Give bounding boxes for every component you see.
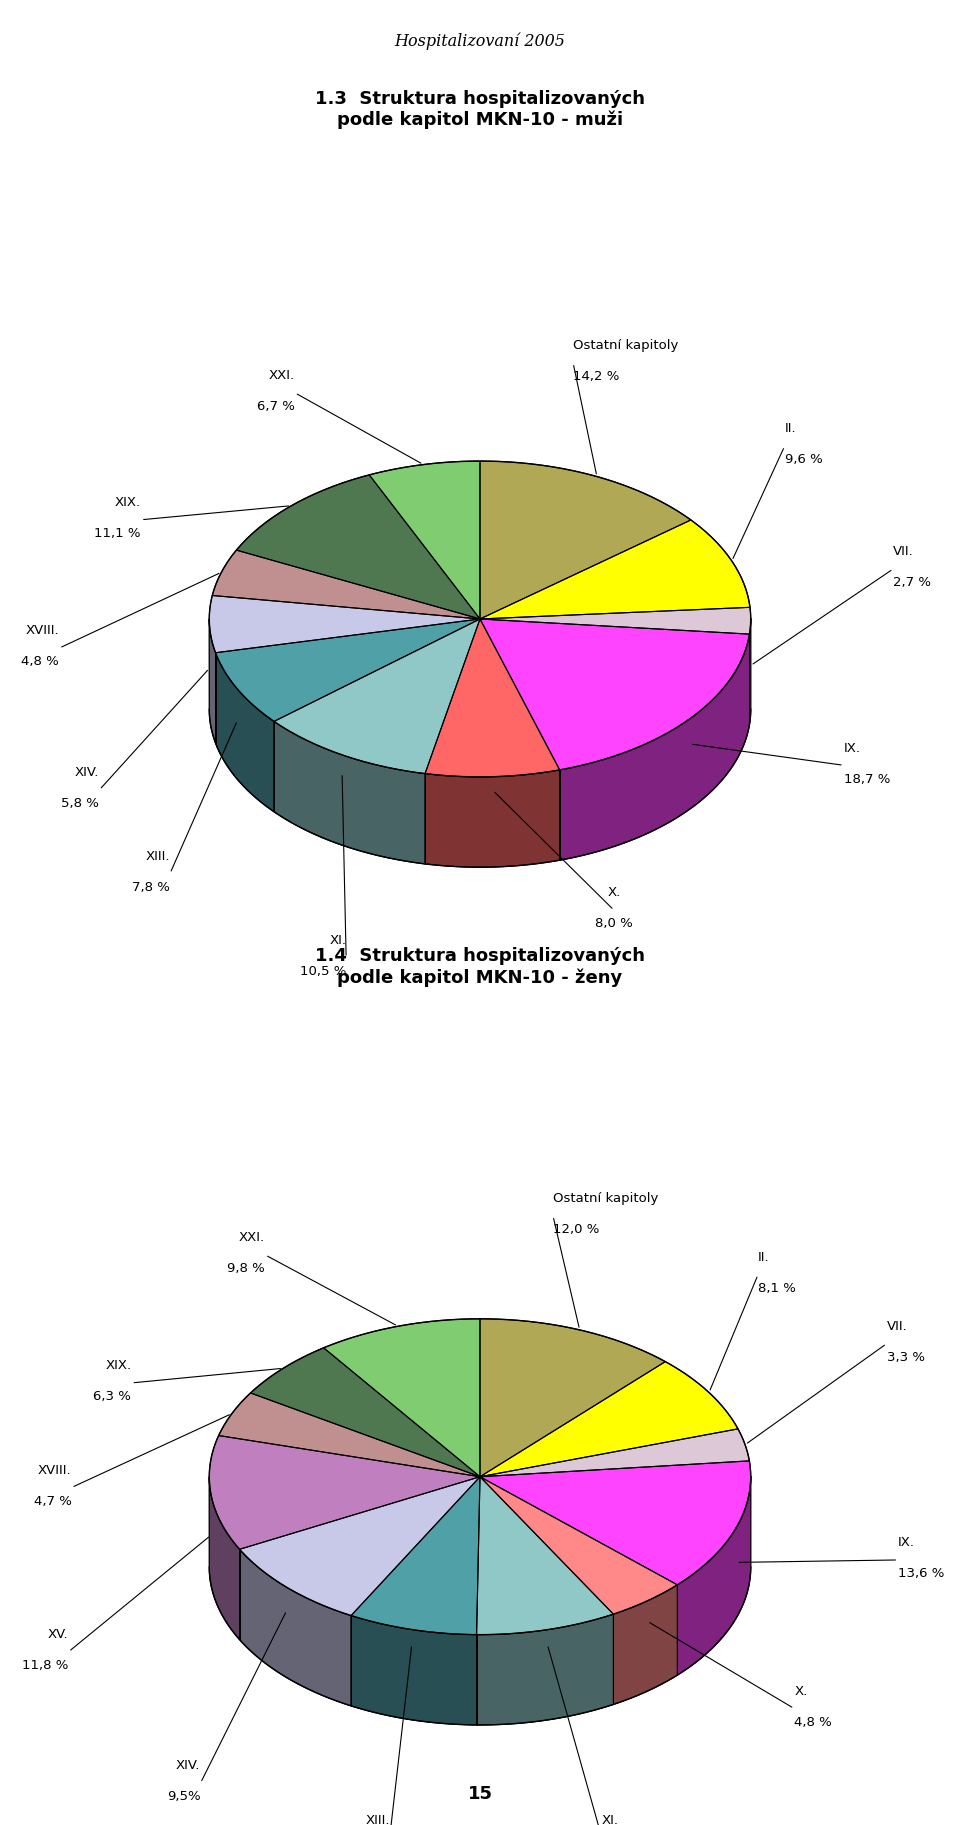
Text: II.: II. [758, 1250, 770, 1263]
Text: 6,7 %: 6,7 % [257, 400, 295, 412]
Text: 14,2 %: 14,2 % [573, 370, 619, 383]
Polygon shape [240, 1549, 351, 1706]
Polygon shape [209, 1476, 240, 1639]
Text: 15: 15 [468, 1785, 492, 1803]
Text: 4,8 %: 4,8 % [21, 655, 60, 668]
Polygon shape [476, 1613, 613, 1725]
Polygon shape [678, 1476, 751, 1675]
Polygon shape [240, 1476, 480, 1615]
Text: XI.: XI. [329, 934, 347, 947]
Text: XVIII.: XVIII. [37, 1464, 71, 1476]
Text: XVIII.: XVIII. [26, 624, 60, 637]
Text: 18,7 %: 18,7 % [844, 772, 890, 785]
Text: XV.: XV. [48, 1628, 68, 1641]
Polygon shape [560, 633, 750, 860]
Text: XXI.: XXI. [239, 1232, 265, 1245]
Polygon shape [480, 1429, 750, 1476]
Text: 12,0 %: 12,0 % [553, 1223, 599, 1236]
Polygon shape [476, 1476, 613, 1635]
Text: IX.: IX. [899, 1537, 915, 1549]
Text: IX.: IX. [844, 741, 861, 754]
Text: XIII.: XIII. [146, 850, 170, 863]
Text: 1.3  Struktura hospitalizovaných
podle kapitol MKN-10 - muži: 1.3 Struktura hospitalizovaných podle ka… [315, 89, 645, 130]
Text: 8,0 %: 8,0 % [595, 918, 633, 931]
Polygon shape [480, 619, 750, 770]
Text: XIX.: XIX. [106, 1360, 132, 1372]
Polygon shape [274, 619, 480, 774]
Polygon shape [209, 595, 480, 653]
Text: 1.4  Struktura hospitalizovaných
podle kapitol MKN-10 - ženy: 1.4 Struktura hospitalizovaných podle ka… [315, 947, 645, 987]
Text: Ostatní kapitoly: Ostatní kapitoly [553, 1192, 659, 1205]
Text: 4,7 %: 4,7 % [34, 1495, 71, 1507]
Polygon shape [324, 1319, 480, 1476]
Polygon shape [209, 1436, 480, 1549]
Text: 7,8 %: 7,8 % [132, 881, 170, 894]
Text: 5,8 %: 5,8 % [61, 798, 99, 810]
Polygon shape [351, 1476, 480, 1635]
Polygon shape [216, 653, 274, 812]
Polygon shape [209, 619, 751, 867]
Text: 11,1 %: 11,1 % [94, 527, 141, 540]
Text: Hospitalizovaní 2005: Hospitalizovaní 2005 [395, 33, 565, 51]
Text: XIX.: XIX. [115, 496, 141, 509]
Text: XXI.: XXI. [269, 369, 295, 381]
Text: VII.: VII. [894, 546, 914, 558]
Polygon shape [480, 608, 751, 633]
Polygon shape [236, 474, 480, 619]
Text: II.: II. [784, 422, 796, 436]
Text: XIII.: XIII. [365, 1814, 390, 1825]
Text: 4,8 %: 4,8 % [794, 1716, 832, 1728]
Text: X.: X. [794, 1684, 807, 1697]
Polygon shape [425, 770, 560, 867]
Text: 6,3 %: 6,3 % [93, 1391, 132, 1403]
Text: 13,6 %: 13,6 % [899, 1568, 945, 1580]
Polygon shape [351, 1615, 476, 1725]
Text: 9,5%: 9,5% [167, 1790, 201, 1803]
Polygon shape [274, 721, 425, 863]
Text: 9,8 %: 9,8 % [228, 1263, 265, 1276]
Text: 8,1 %: 8,1 % [758, 1281, 796, 1296]
Polygon shape [480, 1460, 751, 1584]
Text: VII.: VII. [887, 1319, 907, 1332]
Polygon shape [370, 462, 480, 619]
Polygon shape [425, 619, 560, 777]
Text: XI.: XI. [602, 1814, 619, 1825]
Polygon shape [480, 462, 691, 619]
Text: Ostatní kapitoly: Ostatní kapitoly [573, 339, 679, 352]
Polygon shape [219, 1392, 480, 1476]
Text: 10,5 %: 10,5 % [300, 965, 347, 978]
Text: 3,3 %: 3,3 % [887, 1350, 924, 1363]
Text: 11,8 %: 11,8 % [22, 1659, 68, 1672]
Polygon shape [480, 520, 750, 619]
Text: XIV.: XIV. [176, 1759, 201, 1772]
Text: 2,7 %: 2,7 % [894, 577, 931, 589]
Polygon shape [480, 1361, 738, 1476]
Polygon shape [209, 619, 216, 743]
Polygon shape [209, 1476, 751, 1725]
Text: X.: X. [608, 887, 620, 900]
Polygon shape [750, 619, 751, 725]
Polygon shape [251, 1349, 480, 1476]
Polygon shape [480, 1319, 665, 1476]
Polygon shape [480, 1476, 678, 1613]
Polygon shape [216, 619, 480, 721]
Polygon shape [613, 1584, 678, 1705]
Text: XIV.: XIV. [75, 766, 99, 779]
Text: 9,6 %: 9,6 % [784, 453, 823, 467]
Polygon shape [212, 549, 480, 619]
